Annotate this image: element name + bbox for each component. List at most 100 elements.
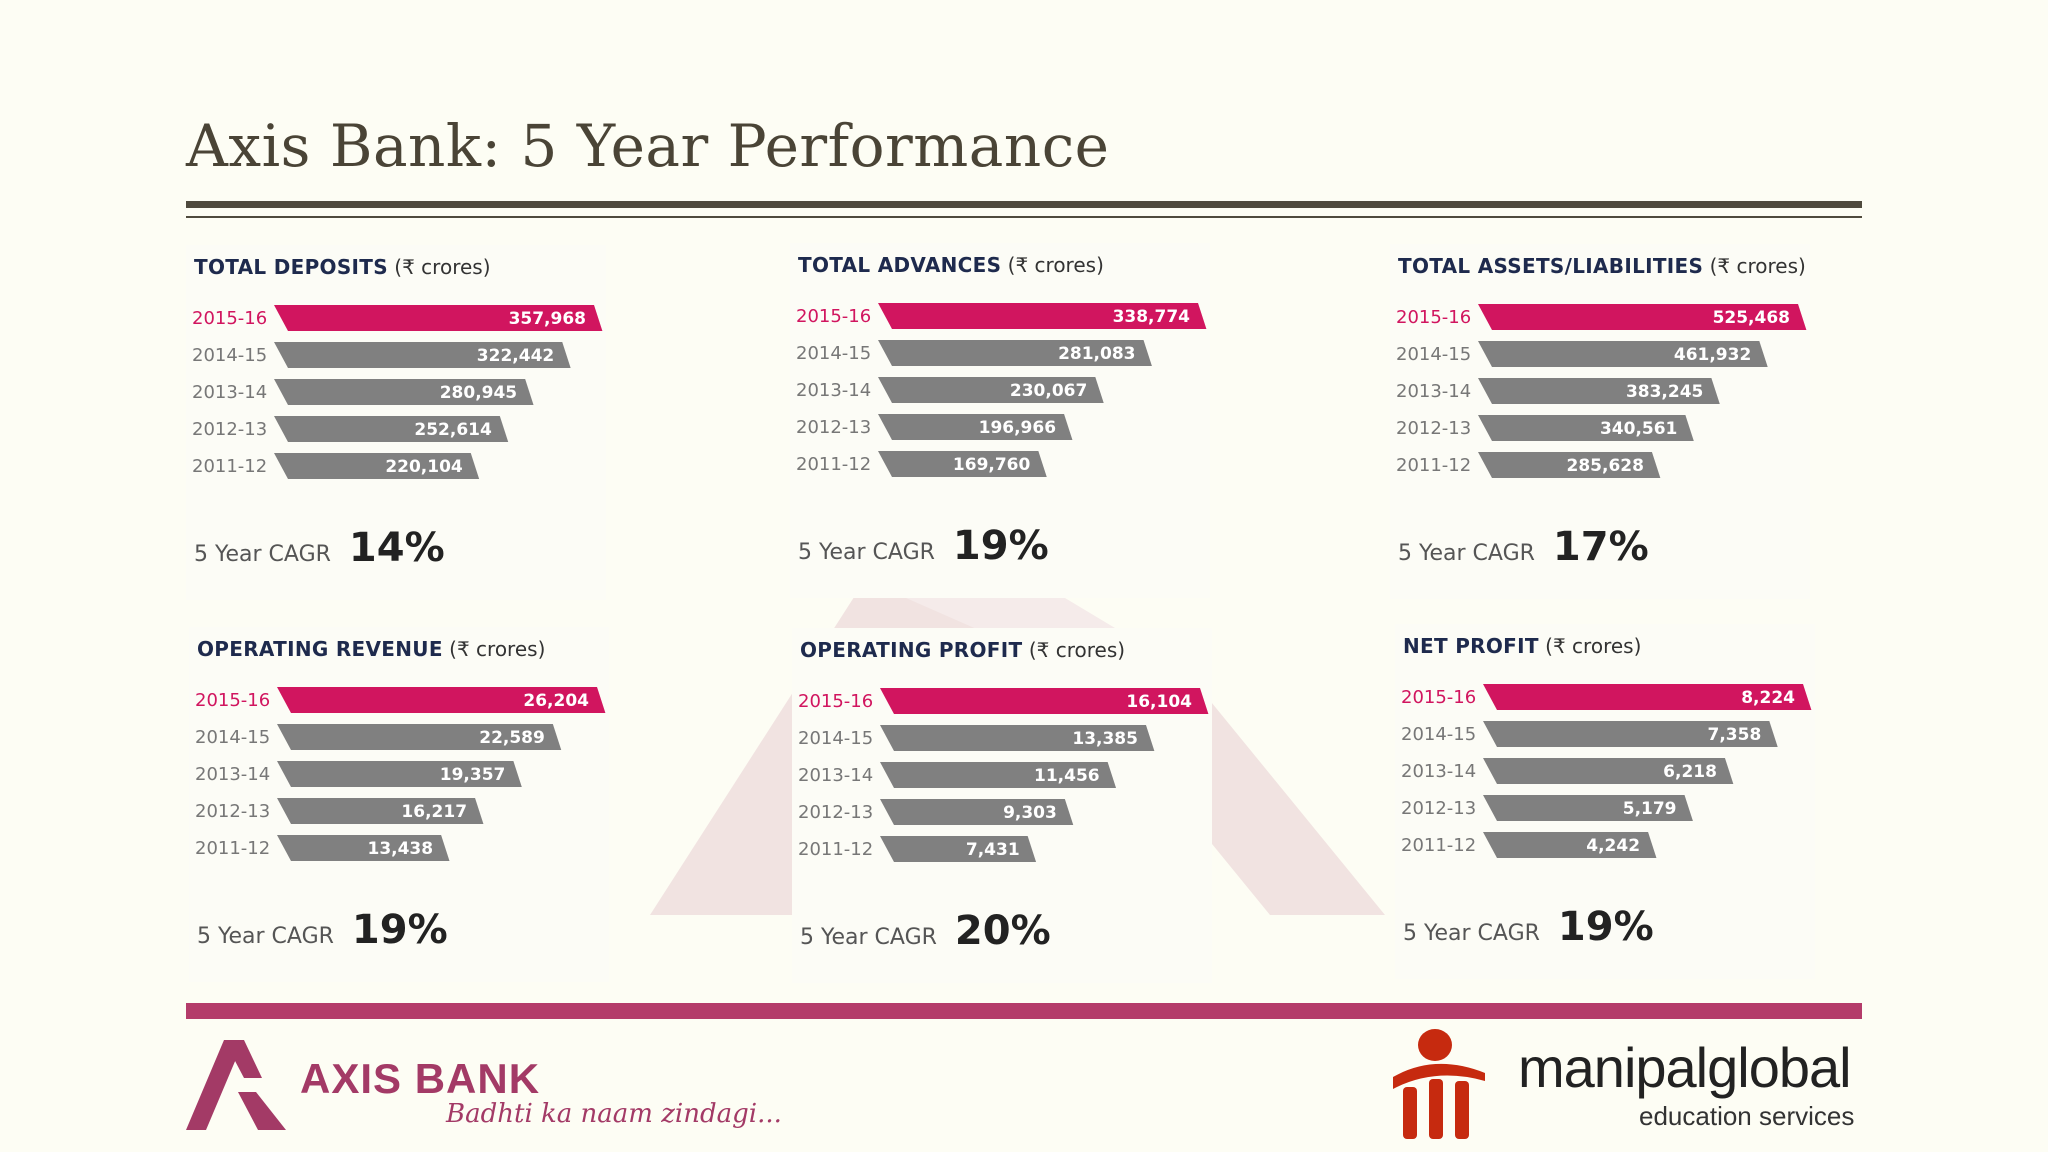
axis-logo-icon xyxy=(186,1040,286,1130)
bar-area: 2015-16 16,104 2014-15 13,385 2013-14 11,456 2… xyxy=(798,688,1209,862)
slide-title: Axis Bank: 5 Year Performance xyxy=(186,112,1110,180)
manipal-global-logo: manipalglobal education services xyxy=(1385,1025,1865,1150)
cagr-readout: 5 Year CAGR 19% xyxy=(1403,904,1654,950)
year-label: 2013-14 xyxy=(195,764,270,785)
footer-bar xyxy=(186,1003,1862,1019)
bar-value-label: 340,561 xyxy=(1600,419,1677,439)
bar-value-label: 5,179 xyxy=(1623,799,1677,819)
title-rule-thin xyxy=(186,216,1862,218)
bar-value-label: 252,614 xyxy=(414,420,492,440)
manipal-global-subtitle: education services xyxy=(1639,1101,1855,1131)
year-label: 2013-14 xyxy=(798,765,873,786)
bar xyxy=(277,835,450,861)
bar xyxy=(274,305,603,331)
bar xyxy=(880,799,1074,825)
bar xyxy=(277,724,562,750)
year-label: 2011-12 xyxy=(1401,835,1476,856)
bar xyxy=(274,416,509,442)
year-label: 2011-12 xyxy=(192,456,267,477)
cagr-readout: 5 Year CAGR 19% xyxy=(798,523,1049,569)
bar xyxy=(1483,684,1812,710)
bar-value-label: 322,442 xyxy=(477,346,554,366)
year-label: 2014-15 xyxy=(796,343,871,364)
chart-title: OPERATING PROFIT (₹ crores) xyxy=(800,638,1126,662)
bar-value-label: 6,218 xyxy=(1663,762,1717,782)
chart-total-advances: TOTAL ADVANCES (₹ crores) 2015-16 338,774… xyxy=(790,243,1210,598)
bar-value-label: 11,456 xyxy=(1034,766,1100,786)
bar-area: 2015-16 26,204 2014-15 22,589 2013-14 19,357 2… xyxy=(195,687,606,861)
bar-value-label: 26,204 xyxy=(523,691,589,711)
chart-net-profit: NET PROFIT (₹ crores) 2015-16 8,224 2014-1… xyxy=(1395,624,1815,979)
title-rule-thick xyxy=(186,201,1862,208)
bar xyxy=(274,342,571,368)
bar-value-label: 169,760 xyxy=(953,455,1031,475)
cagr-value: 19% xyxy=(351,907,448,953)
cagr-readout: 5 Year CAGR 19% xyxy=(197,907,448,953)
bar xyxy=(878,303,1207,329)
bar xyxy=(277,798,484,824)
year-label: 2012-13 xyxy=(798,802,873,823)
bar-value-label: 461,932 xyxy=(1674,345,1751,365)
bar xyxy=(880,688,1209,714)
axis-bank-name: AXIS BANK xyxy=(300,1055,541,1102)
bar xyxy=(1483,721,1778,747)
bar-value-label: 8,224 xyxy=(1741,688,1795,708)
cagr-readout: 5 Year CAGR 14% xyxy=(194,525,445,571)
bar xyxy=(277,687,606,713)
chart-title: TOTAL DEPOSITS (₹ crores) xyxy=(194,255,491,279)
chart-title: TOTAL ADVANCES (₹ crores) xyxy=(798,253,1104,277)
bar xyxy=(1478,304,1807,330)
year-label: 2013-14 xyxy=(1401,761,1476,782)
bar xyxy=(878,451,1047,477)
bar xyxy=(878,340,1152,366)
bar-value-label: 280,945 xyxy=(440,383,517,403)
cagr-value: 19% xyxy=(1557,904,1654,950)
chart-title: TOTAL ASSETS/LIABILITIES (₹ crores) xyxy=(1398,254,1806,278)
bar-value-label: 383,245 xyxy=(1626,382,1703,402)
year-label: 2012-13 xyxy=(796,417,871,438)
bar-value-label: 13,438 xyxy=(367,839,433,859)
cagr-value: 14% xyxy=(348,525,445,571)
year-label: 2013-14 xyxy=(1396,381,1471,402)
bar-value-label: 22,589 xyxy=(479,728,545,748)
year-label: 2013-14 xyxy=(796,380,871,401)
bar-area: 2015-16 8,224 2014-15 7,358 2013-14 6,218 2012… xyxy=(1401,684,1812,858)
manipal-global-name: manipalglobal xyxy=(1518,1036,1852,1099)
bar-value-label: 7,358 xyxy=(1708,725,1762,745)
year-label: 2011-12 xyxy=(798,839,873,860)
year-label: 2012-13 xyxy=(1396,418,1471,439)
year-label: 2012-13 xyxy=(192,419,267,440)
year-label: 2015-16 xyxy=(192,308,267,329)
cagr-value: 17% xyxy=(1552,524,1649,570)
year-label: 2014-15 xyxy=(798,728,873,749)
bar-area: 2015-16 525,468 2014-15 461,932 2013-14 383,2… xyxy=(1396,304,1807,478)
year-label: 2011-12 xyxy=(195,838,270,859)
year-label: 2014-15 xyxy=(1396,344,1471,365)
bar xyxy=(878,414,1073,440)
year-label: 2015-16 xyxy=(1396,307,1471,328)
bar-value-label: 7,431 xyxy=(966,840,1020,860)
bar-value-label: 13,385 xyxy=(1072,729,1138,749)
bar-value-label: 9,303 xyxy=(1003,803,1057,823)
bar xyxy=(1483,795,1693,821)
bar-value-label: 338,774 xyxy=(1113,307,1191,327)
bar xyxy=(1478,415,1694,441)
bar-area: 2015-16 338,774 2014-15 281,083 2013-14 230,0… xyxy=(796,303,1207,477)
axis-bank-tagline: Badhti ka naam zindagi... xyxy=(446,1099,782,1129)
bar-value-label: 196,966 xyxy=(979,418,1056,438)
chart-total-assets-liabilities: TOTAL ASSETS/LIABILITIES (₹ crores) 2015… xyxy=(1390,244,1810,599)
year-label: 2015-16 xyxy=(1401,687,1476,708)
bar-value-label: 525,468 xyxy=(1713,308,1790,328)
year-label: 2015-16 xyxy=(798,691,873,712)
cagr-value: 19% xyxy=(952,523,1049,569)
cagr-readout: 5 Year CAGR 17% xyxy=(1398,524,1649,570)
bar xyxy=(878,377,1104,403)
bar xyxy=(277,761,522,787)
year-label: 2012-13 xyxy=(195,801,270,822)
year-label: 2012-13 xyxy=(1401,798,1476,819)
chart-operating-revenue: OPERATING REVENUE (₹ crores) 2015-16 26,2… xyxy=(189,627,609,982)
bar xyxy=(274,453,480,479)
cagr-readout: 5 Year CAGR 20% xyxy=(800,908,1051,954)
bar xyxy=(880,725,1155,751)
bar xyxy=(880,762,1117,788)
